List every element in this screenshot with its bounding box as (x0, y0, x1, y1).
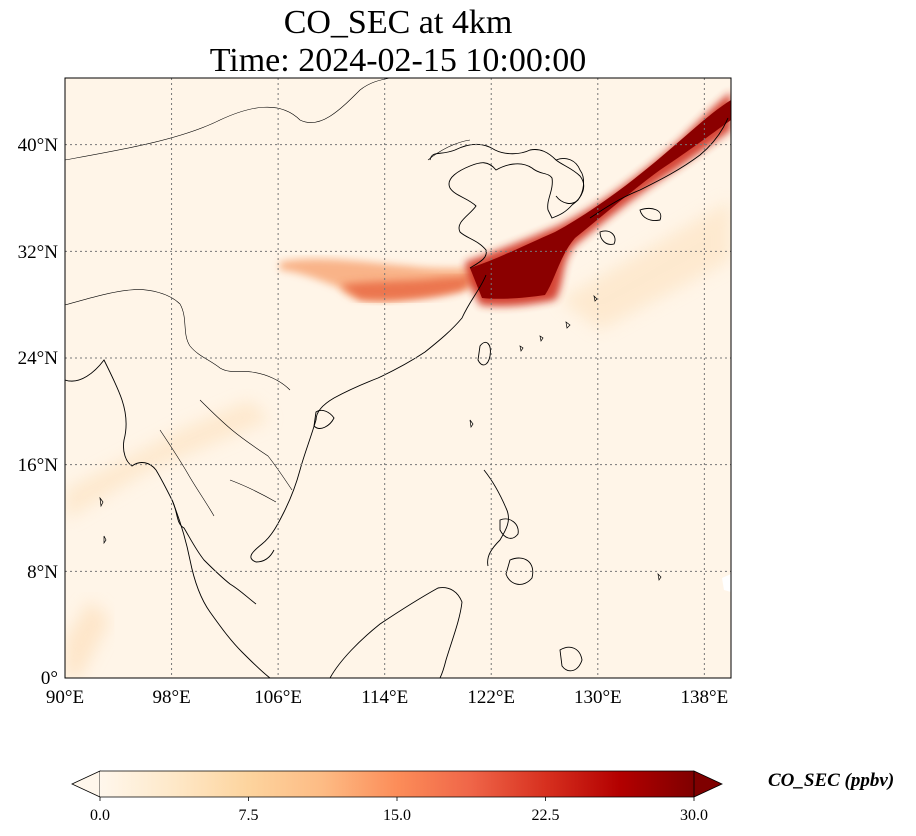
island-south-china-sea (469, 419, 474, 428)
coast-borneo (329, 587, 463, 678)
island-ryukyu-1 (519, 345, 524, 352)
coast-vietnam (250, 419, 317, 563)
hainan-island (313, 409, 335, 429)
coast-philippines (483, 469, 509, 567)
taiwan-island (477, 342, 491, 366)
border-cambodia (229, 479, 277, 503)
map-frame (64, 77, 732, 679)
title-line-1: CO_SEC at 4km (283, 4, 513, 41)
plume-faint-east (560, 200, 731, 330)
island-visayas (499, 518, 519, 539)
colorbar-gradient (100, 771, 694, 797)
island-ryukyu-4 (593, 294, 598, 302)
lon-tick-label: 98°E (152, 687, 190, 708)
lon-tick-label: 138°E (681, 687, 729, 708)
colorbar-tick-label: 22.5 (532, 807, 560, 824)
border-mongolia (65, 78, 391, 161)
coast-indochina-west (65, 359, 257, 605)
lon-tick-labels: 90°E 98°E 106°E 114°E 122°E 130°E 138°E (46, 687, 728, 708)
plume-central-core (340, 276, 470, 301)
island-andaman-2 (103, 535, 107, 545)
lon-tick-label: 106°E (254, 687, 302, 708)
colorbar-tick-label: 15.0 (383, 807, 411, 824)
colorbar: 0.0 7.5 15.0 22.5 30.0 (71, 770, 723, 824)
lat-tick-labels: 0° 8°N 16°N 24°N 32°N 40°N (18, 135, 59, 689)
island-sulawesi (559, 646, 583, 672)
island-ryukyu-2 (539, 335, 544, 342)
border-laos-vietnam (199, 399, 293, 491)
plume-faint-west (65, 400, 270, 520)
border-thailand-myanmar (159, 429, 215, 517)
lat-tick-label: 0° (41, 668, 58, 689)
coast-north-china (429, 143, 585, 269)
gridlines (65, 78, 731, 678)
lon-tick-label: 114°E (361, 687, 408, 708)
field-background (65, 78, 731, 678)
coast-south-china (315, 274, 487, 421)
colorbar-tick-label: 0.0 (90, 807, 110, 824)
colorbar-tick-label: 30.0 (680, 807, 708, 824)
missing-data-patch (722, 574, 731, 592)
coast-japan-kyushu (599, 230, 616, 245)
coast-korea (555, 158, 585, 204)
island-ryukyu-3 (565, 321, 571, 329)
colorbar-extend-under (71, 770, 101, 798)
title-line-2: Time: 2024-02-15 10:00:00 (209, 42, 587, 79)
colorbar-extend-over (693, 770, 723, 798)
colorbar-label: CO_SEC (ppbv) (768, 770, 895, 791)
small-islands (99, 294, 662, 581)
lat-tick-label: 32°N (18, 242, 59, 263)
colorbar-tick-marks (99, 797, 695, 801)
coastlines (65, 78, 729, 678)
coast-japan-shikoku (639, 208, 662, 221)
lat-tick-label: 24°N (18, 348, 59, 369)
country-borders (65, 78, 471, 517)
lat-tick-label: 8°N (27, 562, 58, 583)
island-pacific-1 (657, 572, 662, 581)
concentration-field (65, 78, 731, 678)
lon-tick-label: 130°E (574, 687, 622, 708)
lon-tick-label: 122°E (467, 687, 515, 708)
plume-faint-southwest (65, 600, 110, 678)
coast-malay-peninsula (171, 499, 271, 678)
island-mindanao (505, 557, 534, 585)
island-andaman-1 (99, 496, 104, 508)
lat-tick-label: 16°N (18, 455, 59, 476)
colorbar-tick-label: 7.5 (239, 807, 259, 824)
coast-japan-honshu (589, 117, 729, 219)
border-china-south (65, 289, 291, 391)
lat-tick-label: 40°N (18, 135, 59, 156)
lon-tick-label: 90°E (46, 687, 84, 708)
border-china-korea (427, 139, 471, 161)
plume-core (470, 100, 731, 299)
